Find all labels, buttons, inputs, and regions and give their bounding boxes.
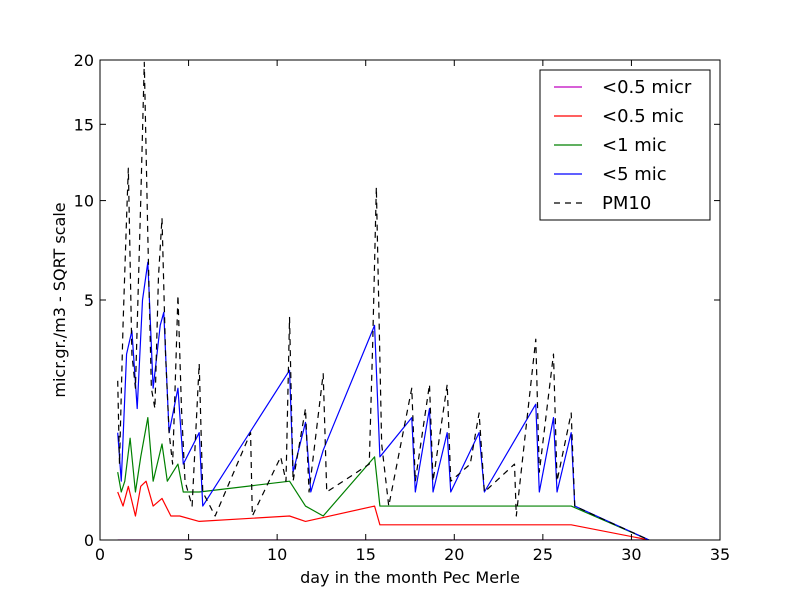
legend-label-0: <0.5 micr [602,77,692,98]
x-tick-label: 20 [444,545,464,564]
x-axis-label: day in the month Pec Merle [300,568,520,587]
series-layer [117,61,650,540]
series-line-4 [117,61,650,540]
y-tick-label: 10 [74,192,94,211]
y-tick-label: 0 [84,531,94,550]
x-tick-label: 10 [267,545,287,564]
x-axis: 0 5 10 15 20 25 30 35 [95,60,730,564]
legend-label-4: PM10 [602,193,651,214]
x-tick-label: 25 [533,545,553,564]
series-line-1 [117,480,650,540]
legend-label-2: <1 mic [602,135,667,156]
y-axis: 0 5 10 15 20 [74,51,720,550]
y-axis-label: micr.gr./m3 - SQRT scale [50,202,69,397]
legend: <0.5 micr <0.5 mic <1 mic <5 mic PM10 [539,69,711,221]
x-tick-label: 15 [356,545,376,564]
series-line-3 [117,261,650,540]
x-tick-label: 35 [710,545,730,564]
x-tick-label: 30 [621,545,641,564]
y-tick-label: 5 [84,291,94,310]
y-tick-label: 15 [74,115,94,134]
legend-label-1: <0.5 mic [602,106,684,127]
legend-label-3: <5 mic [602,164,667,185]
x-tick-label: 0 [95,545,105,564]
y-tick-label: 20 [74,51,94,70]
series-line-2 [117,417,650,540]
x-tick-label: 5 [183,545,193,564]
